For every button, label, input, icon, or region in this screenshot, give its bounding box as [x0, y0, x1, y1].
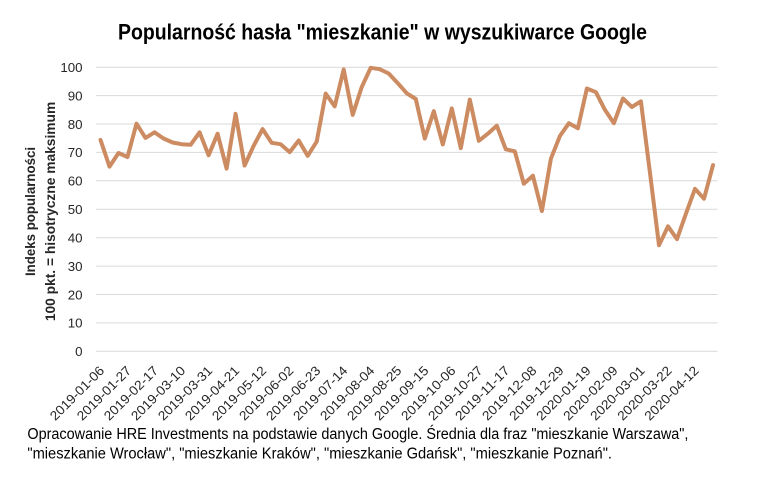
svg-text:0: 0 — [75, 344, 82, 359]
svg-text:70: 70 — [68, 145, 83, 160]
svg-text:Indeks popularności: Indeks popularności — [23, 147, 38, 276]
svg-text:50: 50 — [68, 202, 83, 217]
svg-text:10: 10 — [68, 316, 83, 331]
svg-text:100: 100 — [60, 60, 82, 75]
svg-text:80: 80 — [68, 117, 83, 132]
svg-text:40: 40 — [68, 231, 83, 246]
svg-text:100 pkt. = hisotryczne maksimu: 100 pkt. = hisotryczne maksimum — [43, 102, 58, 321]
svg-text:"mieszkanie Wrocław", "mieszka: "mieszkanie Wrocław", "mieszkanie Kraków… — [27, 446, 612, 463]
svg-text:Popularność hasła "mieszkanie": Popularność hasła "mieszkanie" w wyszuki… — [118, 19, 647, 44]
svg-text:Opracowanie HRE Investments na: Opracowanie HRE Investments na podstawie… — [27, 425, 688, 443]
svg-text:30: 30 — [68, 259, 83, 274]
svg-text:60: 60 — [68, 174, 83, 189]
svg-text:90: 90 — [68, 88, 83, 103]
svg-text:20: 20 — [68, 287, 83, 302]
